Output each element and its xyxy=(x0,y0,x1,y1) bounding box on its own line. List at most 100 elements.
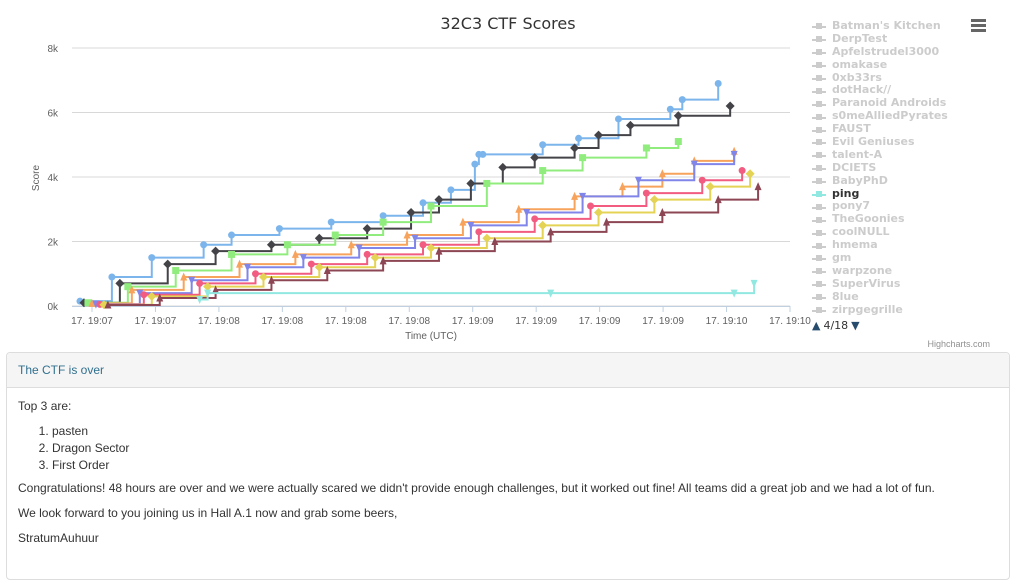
data-point xyxy=(587,202,595,210)
legend-item-label: DerpTest xyxy=(832,31,888,45)
legend-item[interactable]: ping xyxy=(812,186,962,201)
data-point xyxy=(406,207,416,217)
data-point xyxy=(575,134,583,142)
legend-item-label: ping xyxy=(832,186,860,200)
legend-item[interactable]: FAUST xyxy=(812,122,962,136)
data-point xyxy=(482,233,492,243)
top3-item: pasten xyxy=(52,423,998,440)
data-point xyxy=(363,250,371,258)
legend-item[interactable]: dotHack// xyxy=(812,84,962,97)
data-point xyxy=(571,191,579,200)
legend-item-label: Paranoid Androids xyxy=(832,96,947,110)
x-tick-label: 17. 19:08 xyxy=(388,316,430,327)
data-point xyxy=(658,207,666,216)
data-point xyxy=(678,96,686,104)
legend-item[interactable]: DCIETS xyxy=(812,160,962,175)
legend-item[interactable]: DerpTest xyxy=(812,31,962,46)
data-point xyxy=(603,217,611,226)
legend-item[interactable]: Apfelstrudel3000 xyxy=(812,45,962,59)
data-point xyxy=(327,218,335,226)
arrow-up-icon[interactable]: ▲ xyxy=(812,319,821,332)
data-point xyxy=(180,272,188,281)
data-point xyxy=(88,298,96,307)
data-point xyxy=(447,186,455,194)
data-point xyxy=(267,275,275,284)
y-tick-label: 0k xyxy=(47,302,59,313)
ctf-over-panel: The CTF is over Top 3 are: pasten Dragon… xyxy=(6,352,1010,580)
legend-item-label: DCIETS xyxy=(832,160,877,174)
legend-item-label: Batman's Kitchen xyxy=(832,20,941,32)
series-dragon-sector xyxy=(79,101,735,308)
data-point xyxy=(738,167,746,175)
data-point xyxy=(434,195,444,205)
legend-symbol-icon xyxy=(812,228,826,238)
data-point xyxy=(148,254,156,262)
legend-item[interactable]: Batman's Kitchen xyxy=(812,20,962,33)
legend-symbol-icon xyxy=(812,266,826,276)
legend-item[interactable]: warpzone xyxy=(812,264,962,278)
y-tick-label: 2k xyxy=(47,238,59,249)
legend-item[interactable]: coolNULL xyxy=(812,225,962,239)
legend-symbol-icon xyxy=(812,112,826,122)
data-point xyxy=(642,144,650,152)
x-tick-label: 17. 19:09 xyxy=(579,316,621,327)
data-point xyxy=(579,154,587,162)
legend-item[interactable]: pony7 xyxy=(812,200,962,213)
data-point xyxy=(725,101,735,111)
data-point xyxy=(124,283,132,291)
x-tick-label: 17. 19:08 xyxy=(325,316,367,327)
data-point xyxy=(314,262,324,272)
legend-item-label: TheGoonies xyxy=(832,212,905,226)
data-point xyxy=(188,276,196,285)
legend-item-label: dotHack// xyxy=(832,83,892,97)
legend-item[interactable]: 0xb33rs xyxy=(812,71,962,85)
x-axis-label: Time (UTC) xyxy=(405,331,457,342)
legend-item[interactable]: Evil Geniuses xyxy=(812,135,962,149)
data-point xyxy=(128,285,136,294)
data-point xyxy=(200,241,208,249)
legend-symbol-icon xyxy=(812,305,826,315)
series-ping xyxy=(196,279,758,305)
data-point xyxy=(625,120,635,130)
data-point xyxy=(379,218,387,226)
data-point xyxy=(698,176,706,184)
legend-item[interactable]: SuperVirus xyxy=(812,277,962,291)
chart-menu-icon[interactable] xyxy=(968,17,990,35)
legend-item-label: hmema xyxy=(832,238,878,252)
data-point xyxy=(203,282,213,292)
legend-page-label: 4/18 xyxy=(823,319,849,332)
legend-symbol-icon xyxy=(812,163,826,173)
data-point xyxy=(570,143,580,153)
legend-item[interactable]: 8lue xyxy=(812,290,962,304)
arrow-down-icon[interactable]: ▼ xyxy=(851,319,860,332)
legend-symbol-icon xyxy=(812,21,826,31)
x-tick-label: 17. 19:07 xyxy=(71,316,113,327)
x-tick-label: 17. 19:10 xyxy=(769,316,811,327)
data-point xyxy=(714,79,722,87)
legend-item[interactable]: talent-A xyxy=(812,148,962,162)
legend-item[interactable]: BabyPhD xyxy=(812,174,962,188)
legend-item[interactable]: omakase xyxy=(812,58,962,72)
data-point xyxy=(459,217,467,226)
data-point xyxy=(266,240,276,250)
data-point xyxy=(642,189,650,197)
data-point xyxy=(471,160,479,168)
series-derptest xyxy=(92,150,738,309)
legend-item[interactable]: TheGoonies xyxy=(812,212,962,226)
x-tick-label: 17. 19:09 xyxy=(642,316,684,327)
legend-item[interactable]: gm xyxy=(812,251,962,265)
legend-item[interactable]: Paranoid Androids xyxy=(812,96,962,110)
legend-item[interactable]: zirpgegrille xyxy=(812,303,962,315)
x-tick-label: 17. 19:09 xyxy=(452,316,494,327)
y-tick-label: 6k xyxy=(47,109,59,120)
legend-symbol-icon xyxy=(812,150,826,160)
data-point xyxy=(172,267,180,275)
data-point xyxy=(104,300,112,309)
legend-item[interactable]: hmema xyxy=(812,238,962,252)
panel-body: Top 3 are: pasten Dragon Sector First Or… xyxy=(7,388,1009,565)
legend-item[interactable]: s0meAlliedPyrates xyxy=(812,109,962,123)
credits-link[interactable]: Highcharts.com xyxy=(927,339,990,349)
data-point xyxy=(355,244,363,253)
data-point xyxy=(714,195,722,204)
series-first-order xyxy=(84,138,682,307)
